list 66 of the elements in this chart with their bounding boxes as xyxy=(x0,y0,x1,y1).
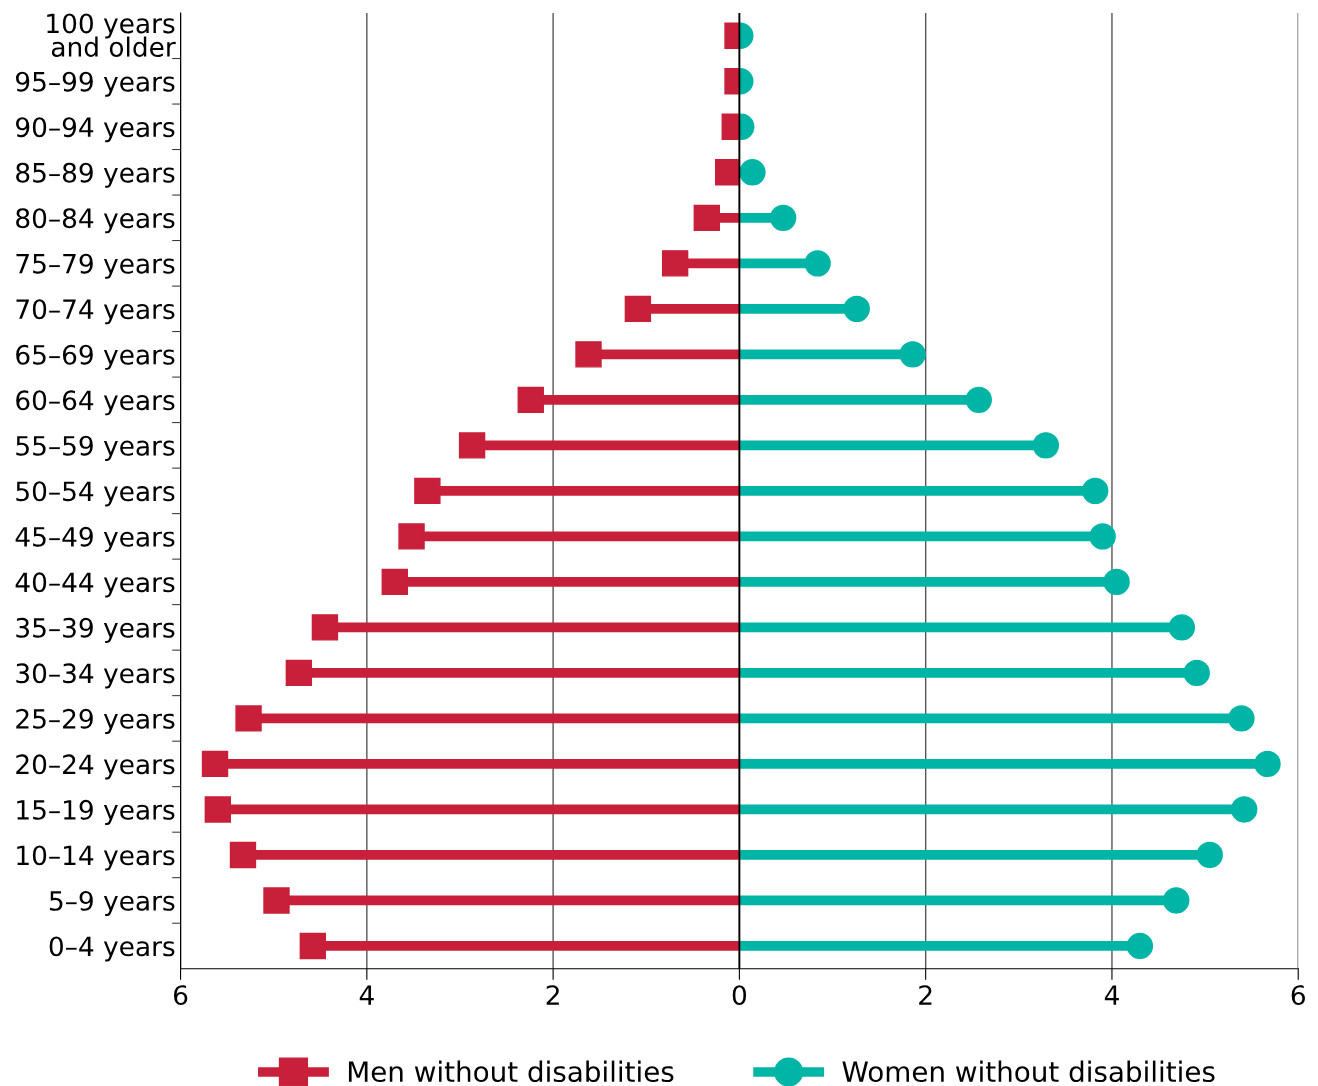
point xyxy=(1254,750,1281,778)
point xyxy=(804,250,831,277)
point xyxy=(899,341,926,368)
y-tick-label: 40–44 years xyxy=(15,572,175,598)
y-tick-label: 10–14 years xyxy=(17,845,175,871)
y-tick-label: 5–9 years xyxy=(49,890,175,916)
x-tick-label: 6 xyxy=(174,985,188,1006)
y-tick-label: 0–4 years xyxy=(49,936,175,962)
point xyxy=(517,386,544,414)
y-tick-label: 95–99 years xyxy=(16,71,175,97)
x-tick-label: 6 xyxy=(1291,985,1305,1006)
point xyxy=(1089,523,1116,550)
point xyxy=(575,341,602,368)
y-tick-label: 30–34 years xyxy=(16,663,175,689)
x-tick-label: 4 xyxy=(359,985,374,1005)
x-tick-label: 4 xyxy=(1104,985,1119,1005)
point xyxy=(299,932,327,960)
point xyxy=(1228,705,1255,732)
point xyxy=(414,477,441,505)
y-tick-label: 70–74 years xyxy=(16,299,175,325)
x-tick-label: 0 xyxy=(732,985,747,1006)
point xyxy=(381,568,408,596)
y-tick-label: 100 years and older xyxy=(47,13,176,57)
point xyxy=(965,386,992,414)
point xyxy=(1103,568,1130,596)
y-tick-label: 75–79 years xyxy=(16,253,175,279)
point xyxy=(1231,796,1258,823)
y-tick-label: 45–49 years xyxy=(15,526,175,552)
y-tick-label: 85–89 years xyxy=(16,162,175,188)
x-tick-label: 2 xyxy=(919,985,932,1005)
point xyxy=(1163,887,1190,914)
point xyxy=(285,659,313,687)
point xyxy=(204,796,232,823)
point xyxy=(201,750,229,778)
y-tick-label: 80–84 years xyxy=(16,208,175,234)
x-tick-label: 2 xyxy=(546,985,559,1005)
point xyxy=(693,204,720,232)
point xyxy=(739,159,766,186)
point xyxy=(1183,659,1210,687)
point xyxy=(624,295,652,323)
y-tick-label: 65–69 years xyxy=(16,344,175,370)
point xyxy=(311,614,339,641)
point xyxy=(769,204,797,232)
y-tick-label: 50–54 years xyxy=(16,481,175,507)
y-tick-label: 20–24 years xyxy=(16,754,175,780)
point xyxy=(1168,614,1196,641)
y-tick-label: 25–29 years xyxy=(16,708,175,734)
point xyxy=(843,295,870,323)
y-tick-label: 15–19 years xyxy=(17,799,175,825)
point xyxy=(398,523,425,550)
point xyxy=(458,432,486,459)
y-tick-label: 35–39 years xyxy=(16,617,175,643)
y-tick-label: 60–64 years xyxy=(16,390,175,416)
y-tick-label: 90–94 years xyxy=(16,117,175,143)
y-tick-label: 55–59 years xyxy=(16,435,175,461)
legend-label: Men without disabilities xyxy=(348,1060,674,1083)
legend-label: Women without disabilities xyxy=(842,1060,1215,1083)
point xyxy=(1196,841,1223,869)
point xyxy=(263,887,290,914)
point xyxy=(229,841,257,869)
point xyxy=(235,705,262,732)
point xyxy=(715,159,740,186)
point xyxy=(1081,477,1109,505)
point xyxy=(1032,432,1060,459)
point xyxy=(661,250,689,277)
point xyxy=(1126,932,1154,960)
